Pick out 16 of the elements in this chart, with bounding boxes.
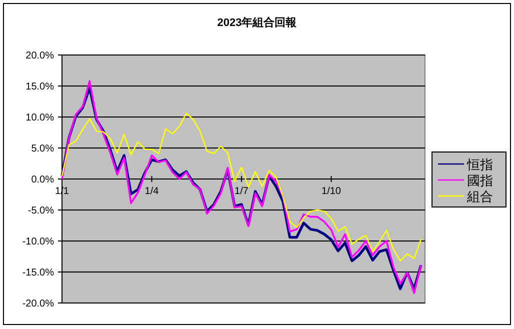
y-tick-label: 20.0%	[26, 50, 54, 62]
y-tick-label: 10.0%	[26, 112, 54, 124]
y-tick-label: 5.0%	[31, 144, 54, 154]
legend-label: 組合	[466, 189, 493, 204]
y-tick-label: 15.0%	[26, 82, 54, 92]
x-tick-label: 1/7	[234, 186, 249, 197]
chart-title: 2023年組合回報	[217, 16, 298, 29]
y-tick-label: -15.0%	[22, 268, 54, 278]
legend-label: 國指	[467, 173, 493, 188]
y-tick-label: -10.0%	[22, 236, 54, 248]
legend-label: 恒指	[466, 157, 493, 172]
x-tick-label: 1/4	[144, 186, 160, 197]
y-tick-label: -20.0%	[22, 298, 54, 310]
y-tick-label: 0.0%	[31, 174, 54, 186]
x-tick-label: 1/10	[322, 186, 342, 197]
y-tick-label: -5.0%	[28, 206, 54, 216]
